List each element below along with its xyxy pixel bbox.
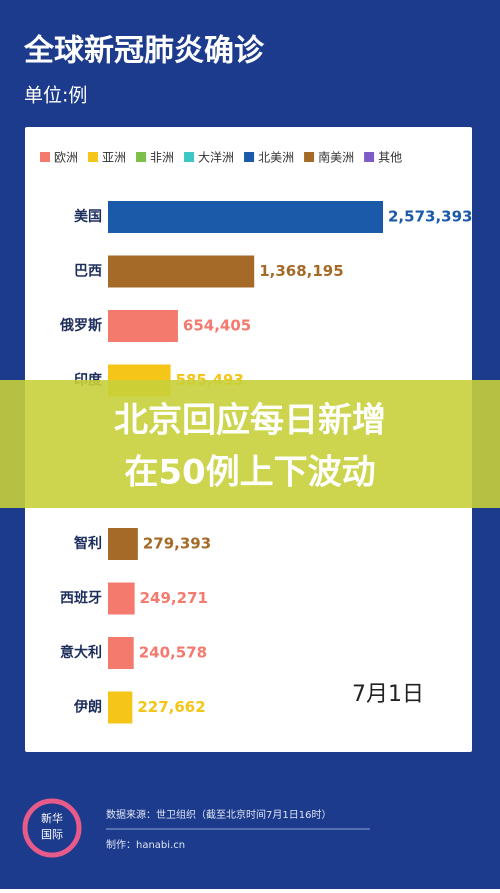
legend-label: 欧洲: [54, 151, 78, 165]
bar: [108, 310, 178, 342]
date-label: 7月1日: [352, 682, 424, 707]
banner-line: 在50例上下波动: [124, 453, 375, 493]
chart-subtitle: 单位:例: [24, 85, 87, 107]
bar: [108, 528, 138, 560]
legend-label: 非洲: [150, 151, 174, 165]
source: 数据来源：世卫组织（截至北京时间7月1日16时）: [106, 808, 331, 821]
bar: [108, 255, 255, 288]
value-label: 1,368,195: [259, 262, 343, 280]
legend-swatch: [364, 152, 375, 162]
y-tick-label: 意大利: [60, 644, 102, 661]
y-tick-label: 西班牙: [60, 590, 102, 607]
y-tick-label: 伊朗: [73, 699, 102, 716]
legend-swatch: [244, 152, 255, 162]
chart-title: 全球新冠肺炎确诊: [23, 34, 265, 69]
credit: 制作：hanabi.cn: [106, 838, 185, 851]
bar: [108, 201, 383, 233]
y-tick-label: 美国: [74, 208, 102, 225]
logo-text: 新华: [41, 811, 63, 825]
legend-swatch: [88, 152, 99, 162]
legend-swatch: [136, 152, 147, 162]
legend-label: 其他: [378, 151, 402, 165]
legend-label: 亚洲: [102, 151, 126, 165]
value-label: 2,573,393: [388, 208, 472, 226]
legend-swatch: [40, 152, 50, 162]
banner: [0, 380, 500, 508]
legend-swatch: [184, 152, 195, 162]
logo-ring: [22, 798, 82, 858]
y-tick-label: 智利: [73, 535, 102, 552]
value-label: 249,271: [140, 589, 208, 607]
y-tick-label: 俄罗斯: [59, 317, 102, 334]
value-label: 654,405: [183, 317, 251, 335]
value-label: 240,578: [139, 644, 207, 662]
legend-label: 南美洲: [318, 150, 354, 165]
logo-text: 国际: [41, 828, 63, 841]
legend-swatch: [304, 152, 315, 162]
value-label: 227,662: [137, 698, 205, 716]
banner-line: 北京回应每日新增: [114, 401, 386, 441]
bar: [108, 582, 135, 615]
bar: [108, 691, 133, 724]
legend-label: 北美洲: [258, 151, 294, 165]
bar: [108, 637, 134, 669]
legend-label: 大洋洲: [198, 150, 234, 165]
y-tick-label: 巴西: [74, 264, 102, 280]
value-label: 279,393: [143, 535, 211, 553]
